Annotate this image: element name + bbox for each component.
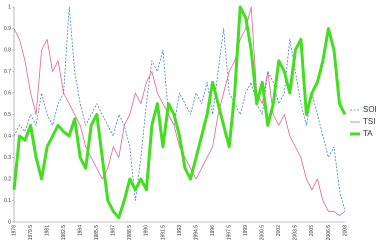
x-tick-label: 1985.5	[94, 225, 100, 241]
y-tick-label: 0.7	[4, 69, 11, 75]
x-tick-label: 1991.5	[160, 225, 166, 241]
y-tick-label: 0.8	[4, 47, 11, 53]
series-line	[13, 6, 346, 216]
y-tick-label: 0.3	[4, 155, 11, 161]
legend-label: TSI	[363, 117, 375, 126]
x-tick-label: 1982.5	[61, 225, 67, 241]
y-tick-label: 0.6	[4, 90, 11, 96]
x-tick-label: 1996	[210, 225, 216, 236]
series-line	[12, 5, 347, 220]
y-tick-label: 0.2	[4, 176, 11, 182]
x-tick-label: 2000.5	[260, 225, 266, 241]
x-tick-label: 2005	[309, 225, 315, 236]
legend-label: TA	[363, 129, 373, 138]
x-tick-label: 1988.5	[127, 225, 133, 241]
series-line	[13, 6, 346, 212]
x-tick-label: 1990	[144, 225, 150, 236]
x-tick-label: 1994.5	[193, 225, 199, 241]
y-tick-label: 0	[8, 219, 11, 225]
x-tick-label: 1984	[78, 225, 84, 236]
x-tick-label: 1997.5	[226, 225, 232, 241]
legend-label: SOI	[363, 105, 377, 114]
x-tick-label: 2008	[342, 225, 348, 236]
x-tick-label: 2003.5	[293, 225, 299, 241]
x-tick-label: 1981	[44, 225, 50, 236]
y-tick-label: 0.1	[4, 198, 11, 204]
x-tick-label: 2002	[276, 225, 282, 236]
x-tick-label: 1979.5	[28, 225, 34, 241]
y-tick-label: 0.4	[4, 133, 11, 139]
y-tick-label: 0.5	[4, 112, 11, 118]
x-tick-label: 1993	[177, 225, 183, 236]
x-tick-label: 1987	[111, 225, 117, 236]
legend: SOI TSI TA	[350, 105, 377, 138]
y-tick-label: 0.9	[4, 26, 11, 32]
x-tick-label: 2006.5	[326, 225, 332, 241]
x-tick-label: 1999	[243, 225, 249, 236]
x-tick-label: 1978	[11, 225, 17, 236]
y-tick-label: 1	[8, 4, 11, 10]
